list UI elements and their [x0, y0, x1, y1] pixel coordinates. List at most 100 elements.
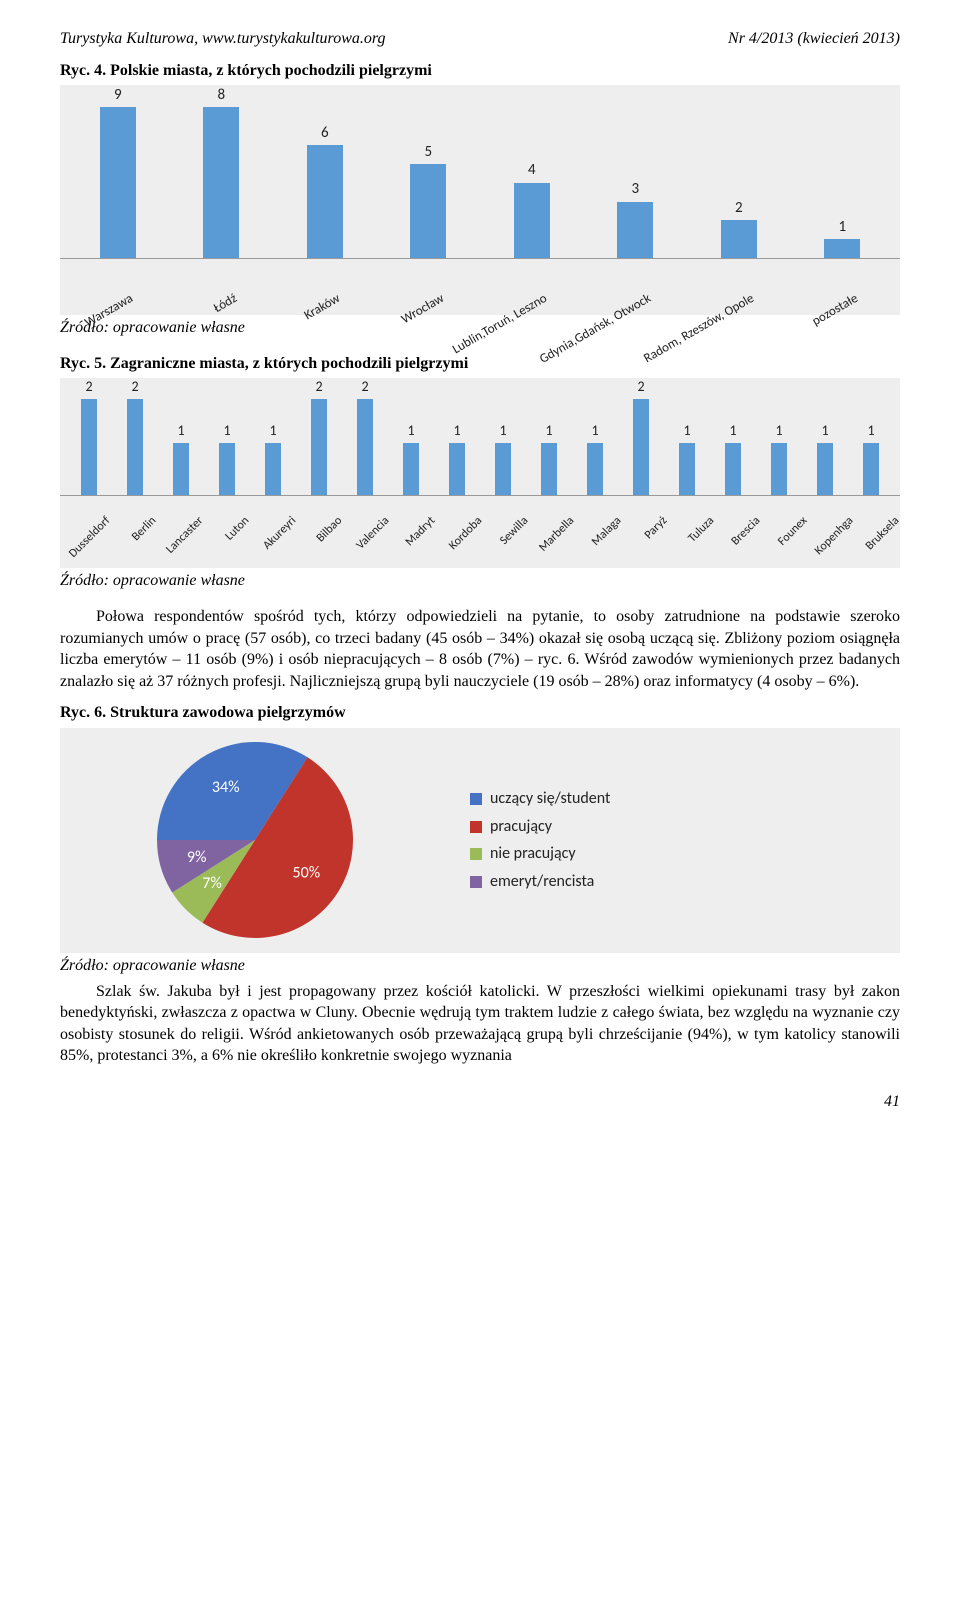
fig4-chart: 98654321 WarszawaŁódźKrakówWrocławLublin…	[60, 85, 900, 315]
bar-rect	[817, 443, 833, 496]
header-left: Turystyka Kulturowa, www.turystykakultur…	[60, 28, 386, 50]
bar-value: 1	[453, 422, 460, 441]
x-label: Łódź	[183, 259, 301, 359]
bar-value: 2	[85, 378, 92, 397]
bar-value: 1	[775, 422, 782, 441]
bar-rect	[679, 443, 695, 496]
bar-value: 1	[729, 422, 736, 441]
bar: 1	[434, 378, 480, 495]
x-label: Radom, Rzeszów, Opole	[701, 259, 819, 359]
bar: 2	[66, 378, 112, 495]
legend-row: emeryt/rencista	[470, 871, 610, 893]
bar-rect	[863, 443, 879, 496]
bar-rect	[633, 399, 649, 495]
bar-rect	[311, 399, 327, 495]
bar-value: 1	[821, 422, 828, 441]
page-number: 41	[60, 1091, 900, 1113]
bar-value: 1	[683, 422, 690, 441]
bar: 8	[170, 85, 274, 258]
bar-value: 1	[223, 422, 230, 441]
bar-value: 1	[591, 422, 598, 441]
bar-rect	[449, 443, 465, 496]
pie-slice-label: 7%	[202, 874, 222, 893]
pie-legend: uczący się/student pracujący nie pracujący…	[470, 782, 610, 898]
bar-rect	[127, 399, 143, 495]
bar-value: 5	[424, 142, 432, 162]
bar-value: 4	[528, 160, 536, 180]
bar-value: 1	[867, 422, 874, 441]
bar: 2	[342, 378, 388, 495]
legend-swatch	[470, 848, 482, 860]
bar: 1	[572, 378, 618, 495]
bar-rect	[265, 443, 281, 496]
paragraph-1: Połowa respondentów spośród tych, którzy…	[60, 606, 900, 692]
bar-rect	[173, 443, 189, 496]
fig5-title: Ryc. 5. Zagraniczne miasta, z których po…	[60, 353, 900, 375]
bar-value: 8	[217, 85, 225, 105]
bar: 1	[710, 378, 756, 495]
bar-rect	[100, 107, 136, 258]
bar: 4	[480, 85, 584, 258]
bar: 2	[687, 85, 791, 258]
bar: 6	[273, 85, 377, 258]
bar: 1	[250, 378, 296, 495]
bar: 1	[204, 378, 250, 495]
bar: 2	[112, 378, 158, 495]
bar: 1	[802, 378, 848, 495]
pie-slice-label: 50%	[292, 863, 320, 882]
pie-slice-label: 9%	[187, 848, 207, 867]
bar-rect	[410, 164, 446, 258]
bar: 1	[664, 378, 710, 495]
bar: 3	[584, 85, 688, 258]
bar-rect	[495, 443, 511, 496]
bar-value: 1	[269, 422, 276, 441]
bar: 1	[158, 378, 204, 495]
bar-rect	[721, 220, 757, 258]
bar: 1	[388, 378, 434, 495]
bar-value: 2	[131, 378, 138, 397]
page-header: Turystyka Kulturowa, www.turystykakultur…	[60, 28, 900, 50]
paragraph-2: Szlak św. Jakuba był i jest propagowany …	[60, 981, 900, 1067]
fig6-chart: 34% 50% 7% 9% uczący się/student pracujący ni…	[60, 728, 900, 953]
bar-rect	[725, 443, 741, 496]
bar: 1	[526, 378, 572, 495]
bar-rect	[617, 202, 653, 259]
bar-rect	[771, 443, 787, 496]
legend-row: pracujący	[470, 816, 610, 838]
bar-rect	[541, 443, 557, 496]
bar: 1	[848, 378, 894, 495]
legend-label: pracujący	[490, 816, 552, 838]
fig4-title: Ryc. 4. Polskie miasta, z których pochod…	[60, 60, 900, 82]
bar-rect	[514, 183, 550, 259]
legend-label: uczący się/student	[490, 788, 610, 810]
legend-label: emeryt/rencista	[490, 871, 594, 893]
bar: 1	[480, 378, 526, 495]
pie-svg: 34% 50% 7% 9%	[130, 738, 380, 943]
legend-swatch	[470, 876, 482, 888]
bar-value: 6	[321, 123, 329, 143]
legend-swatch	[470, 821, 482, 833]
bar-rect	[357, 399, 373, 495]
x-label: pozostałe	[804, 259, 922, 359]
bar-value: 1	[499, 422, 506, 441]
x-label: Warszawa	[80, 259, 198, 359]
bar-rect	[403, 443, 419, 496]
header-right: Nr 4/2013 (kwiecień 2013)	[728, 28, 900, 50]
bar: 2	[296, 378, 342, 495]
legend-label: nie pracujący	[490, 843, 576, 865]
bar-value: 2	[735, 198, 743, 218]
bar-value: 2	[315, 378, 322, 397]
bar-value: 2	[637, 378, 644, 397]
bar-rect	[307, 145, 343, 258]
bar: 9	[66, 85, 170, 258]
legend-row: nie pracujący	[470, 843, 610, 865]
legend-swatch	[470, 793, 482, 805]
bar-value: 1	[177, 422, 184, 441]
bar-rect	[203, 107, 239, 258]
bar: 1	[756, 378, 802, 495]
bar-value: 3	[631, 179, 639, 199]
pie-slice-label: 34%	[212, 778, 240, 797]
bar-rect	[81, 399, 97, 495]
bar-rect	[219, 443, 235, 496]
fig6-title: Ryc. 6. Struktura zawodowa pielgrzymów	[60, 702, 900, 724]
